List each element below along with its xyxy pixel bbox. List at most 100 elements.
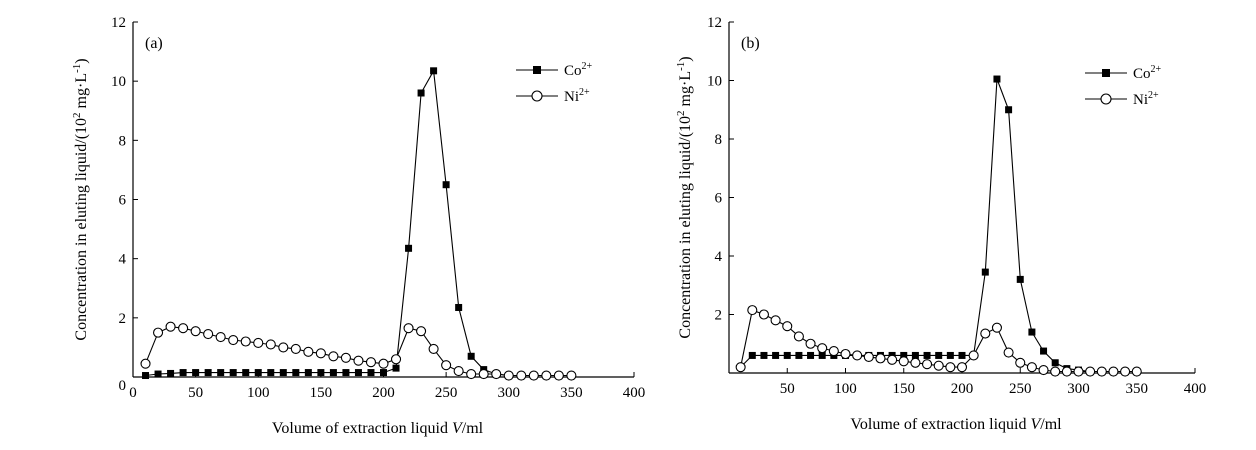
- x-tick-label: 300: [498, 385, 521, 401]
- panel-label: (b): [741, 35, 760, 52]
- co-point: [1051, 359, 1059, 367]
- ni-point: [203, 329, 214, 340]
- co-point: [1016, 275, 1024, 283]
- y-tick-label: 10: [111, 74, 126, 90]
- ni-point: [516, 370, 527, 381]
- x-tick-label: 200: [372, 385, 395, 401]
- ni-point: [140, 358, 151, 369]
- co-point: [192, 369, 200, 377]
- co-point: [430, 67, 438, 75]
- ni-point: [278, 342, 289, 353]
- y-tick-label: 2: [119, 311, 127, 327]
- co-point: [154, 370, 162, 378]
- co-point: [217, 369, 225, 377]
- ni-point: [165, 321, 176, 332]
- ni-point: [956, 362, 968, 373]
- ni-point: [253, 337, 264, 349]
- legend-label: Ni2+: [1133, 90, 1159, 108]
- x-tick-label: 50: [780, 381, 795, 397]
- co-point: [342, 369, 350, 377]
- co-point: [354, 369, 362, 377]
- ni-point: [403, 323, 414, 334]
- ni-point: [441, 360, 452, 371]
- y-tick-label: 4: [715, 249, 723, 265]
- co-point: [900, 351, 908, 359]
- ni-point: [240, 336, 251, 347]
- y-tick-label: 2: [715, 308, 723, 324]
- ni-point: [1096, 366, 1107, 377]
- legend-entry-ni: Ni2+: [516, 87, 590, 105]
- y-tick-label: 10: [707, 74, 722, 90]
- y-axis-label: Concentration in eluting liquid/(102 mg·…: [675, 56, 694, 338]
- ni-series: [735, 305, 1142, 377]
- co-point: [1005, 106, 1013, 114]
- x-tick-label: 150: [893, 381, 916, 397]
- y-tick-label: 8: [715, 132, 723, 148]
- ni-point: [933, 360, 944, 371]
- ni-point: [1061, 366, 1072, 377]
- x-tick-label: 100: [247, 385, 270, 401]
- ni-point: [945, 362, 956, 373]
- legend-label: Ni2+: [564, 87, 590, 105]
- legend-label: Co2+: [564, 61, 593, 79]
- ni-point: [215, 332, 226, 343]
- y-axis-label: Concentration in eluting liquid/(102 mg·…: [71, 58, 90, 340]
- x-tick-label: 400: [1184, 381, 1207, 397]
- legend-entry-co: Co2+: [1085, 64, 1162, 82]
- ni-point: [828, 346, 839, 357]
- ni-point: [1050, 366, 1061, 377]
- x-tick-label: 200: [951, 381, 974, 397]
- x-tick-label: 100: [834, 381, 857, 397]
- y-tick-label-zero: 0: [119, 378, 127, 394]
- ni-point: [1073, 366, 1084, 377]
- ni-point: [315, 348, 326, 359]
- ni-point: [378, 358, 389, 369]
- co-point: [795, 351, 803, 359]
- ni-point: [340, 352, 351, 363]
- ni-point: [228, 334, 239, 346]
- ni-point: [758, 309, 770, 320]
- ni-point: [887, 354, 898, 365]
- x-axis-label: Volume of extraction liquid V/ml: [272, 420, 484, 437]
- ni-point: [1038, 365, 1049, 376]
- legend-marker-square: [533, 66, 541, 74]
- ni-point: [817, 343, 828, 354]
- ni-point: [541, 370, 552, 381]
- ni-point: [1120, 366, 1131, 377]
- x-axis-label: Volume of extraction liquid V/ml: [850, 416, 1062, 433]
- ni-point: [466, 368, 477, 380]
- co-point: [329, 369, 337, 377]
- ni-point: [178, 323, 189, 334]
- legend-label: Co2+: [1133, 64, 1162, 82]
- ni-point: [328, 351, 339, 362]
- x-tick-label: 250: [435, 385, 458, 401]
- ni-point: [1085, 366, 1096, 377]
- ni-point: [991, 322, 1003, 333]
- legend-marker-square: [1102, 69, 1110, 77]
- y-tick-label: 12: [707, 15, 722, 31]
- co-point: [958, 351, 966, 359]
- co-point: [380, 369, 387, 377]
- x-tick-label: 350: [560, 385, 583, 401]
- co-point: [772, 351, 780, 359]
- ni-point: [390, 354, 402, 365]
- ni-point: [153, 327, 164, 338]
- x-tick-label: 300: [1067, 381, 1090, 397]
- co-point: [142, 372, 150, 380]
- y-tick-label: 8: [119, 133, 127, 149]
- co-point: [179, 369, 187, 377]
- co-point: [993, 75, 1001, 83]
- co-point: [254, 369, 262, 377]
- ni-point: [353, 355, 364, 366]
- x-tick-label: 350: [1126, 381, 1149, 397]
- ni-point: [910, 357, 921, 368]
- y-tick-label: 6: [715, 191, 723, 207]
- ni-point: [968, 350, 979, 361]
- y-tick-label: 6: [119, 193, 127, 209]
- x-tick-label: 400: [623, 385, 646, 401]
- co-point: [292, 369, 300, 377]
- ni-point: [265, 339, 276, 350]
- y-tick-label: 12: [111, 15, 126, 31]
- chart-panel-b: 2 4 6 8 10 12 50 100 150 200 250 300 350 400 (b) Volume…: [675, 15, 1206, 433]
